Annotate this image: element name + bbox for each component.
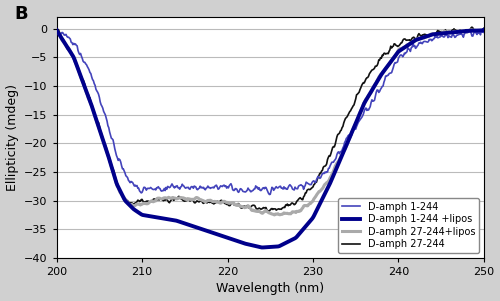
Text: B: B <box>14 5 28 23</box>
Y-axis label: Ellipticity (mdeg): Ellipticity (mdeg) <box>6 84 18 191</box>
X-axis label: Wavelength (nm): Wavelength (nm) <box>216 282 324 296</box>
Legend: D-amph 1-244, D-amph 1-244 +lipos, D-amph 27-244+lipos, D-amph 27-244: D-amph 1-244, D-amph 1-244 +lipos, D-amp… <box>338 198 479 253</box>
